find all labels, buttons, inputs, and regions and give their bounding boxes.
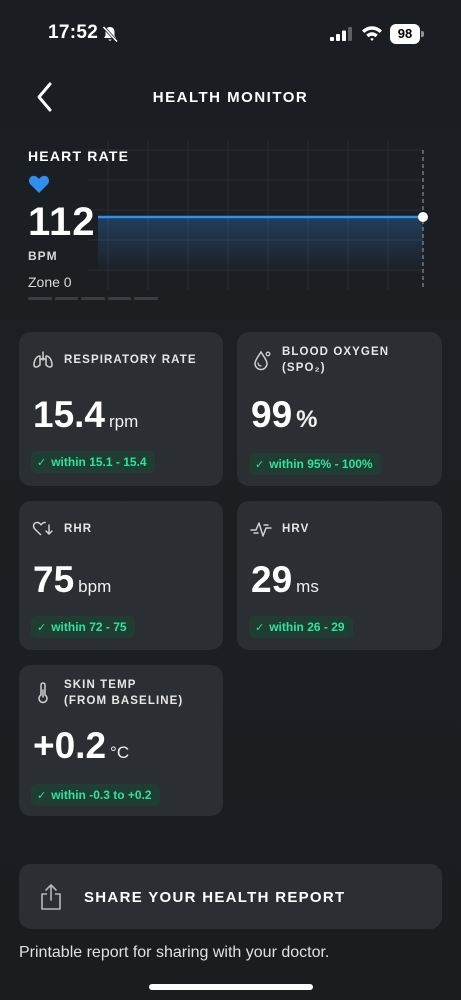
zone-bar xyxy=(107,297,132,300)
zone-bar xyxy=(54,297,79,300)
share-description: Printable report for sharing with your d… xyxy=(19,944,330,961)
zone-bar xyxy=(81,297,105,300)
blood-oxygen-value: 99% xyxy=(251,394,318,436)
hrv-range-text: within 26 - 29 xyxy=(269,620,345,634)
respiratory-rate-value: 15.4 rpm xyxy=(33,394,138,436)
zone-bars xyxy=(28,297,158,300)
hrv-label: HRV xyxy=(282,523,310,535)
back-button[interactable] xyxy=(30,80,60,114)
rhr-number: 75 xyxy=(33,559,75,600)
heart-rate-unit: BPM xyxy=(28,249,58,263)
skin-temp-range: ✓ within -0.3 to +0.2 xyxy=(31,784,160,806)
heart-rate-current-point xyxy=(418,212,428,222)
share-health-report-button[interactable]: SHARE YOUR HEALTH REPORT xyxy=(19,864,442,929)
hrv-card[interactable]: HRV 29 ms ✓ within 26 - 29 xyxy=(237,501,442,650)
battery-icon: 98 xyxy=(390,24,424,44)
hrv-value: 29 ms xyxy=(251,559,319,601)
heart-rate-value: 112 xyxy=(28,200,96,244)
battery-tip xyxy=(421,31,424,37)
skin-temp-value: +0.2 °C xyxy=(33,725,129,767)
blood-oxygen-label: BLOOD OXYGEN (SPO₂) xyxy=(282,344,389,376)
bell-slash-icon xyxy=(102,25,119,43)
heart-rate-graph xyxy=(88,140,428,290)
rhr-label: RHR xyxy=(64,523,93,535)
zone-bar xyxy=(134,297,158,300)
hrv-range: ✓ within 26 - 29 xyxy=(249,616,353,638)
check-icon: ✓ xyxy=(37,790,47,802)
rhr-unit: bpm xyxy=(78,577,112,596)
blood-oxygen-range: ✓ within 95% - 100% xyxy=(249,453,381,475)
heart-icon xyxy=(28,175,50,193)
heart-rate-zone: Zone 0 xyxy=(28,274,72,290)
rhr-range-text: within 72 - 75 xyxy=(51,620,127,634)
signal-icon xyxy=(330,27,352,41)
skin-temp-label-line2: (FROM BASELINE) xyxy=(64,695,184,707)
blood-oxygen-number: 99 xyxy=(251,394,293,435)
skin-temp-unit: °C xyxy=(110,743,130,762)
zone-bar xyxy=(28,297,52,300)
wifi-icon xyxy=(362,26,382,41)
skin-temp-label-line1: SKIN TEMP xyxy=(64,679,137,691)
pulse-icon xyxy=(250,522,272,537)
page-title: HEALTH MONITOR xyxy=(152,89,309,106)
blood-oxygen-label-line2: (SPO₂) xyxy=(282,362,326,374)
battery-level: 98 xyxy=(390,24,420,44)
share-label: SHARE YOUR HEALTH REPORT xyxy=(84,889,346,906)
check-icon: ✓ xyxy=(255,622,265,634)
skin-temp-card[interactable]: SKIN TEMP (FROM BASELINE) +0.2 °C ✓ within … xyxy=(19,665,223,816)
respiratory-rate-card[interactable]: RESPIRATORY RATE 15.4 rpm ✓ within 15.1 - … xyxy=(19,332,223,486)
respiratory-rate-range-text: within 15.1 - 15.4 xyxy=(51,455,147,469)
skin-temp-number: +0.2 xyxy=(33,725,107,766)
check-icon: ✓ xyxy=(37,457,47,469)
check-icon: ✓ xyxy=(37,622,47,634)
rhr-range: ✓ within 72 - 75 xyxy=(31,616,135,638)
blood-oxygen-range-text: within 95% - 100% xyxy=(269,457,373,471)
respiratory-rate-label: RESPIRATORY RATE xyxy=(64,354,197,366)
skin-temp-range-text: within -0.3 to +0.2 xyxy=(51,788,152,802)
status-bar: 17:52 98 xyxy=(0,0,461,70)
respiratory-rate-range: ✓ within 15.1 - 15.4 xyxy=(31,451,155,473)
heart-rate-section[interactable]: HEART RATE 112 BPM Zone 0 xyxy=(28,140,438,305)
share-icon xyxy=(41,884,61,910)
lungs-icon xyxy=(33,351,53,368)
heart-rate-title: HEART RATE xyxy=(28,148,130,164)
home-indicator[interactable] xyxy=(149,984,313,990)
rhr-card[interactable]: RHR 75 bpm ✓ within 72 - 75 xyxy=(19,501,223,650)
heart-down-icon xyxy=(32,521,53,536)
chevron-left-icon xyxy=(37,82,52,112)
skin-temp-label: SKIN TEMP (FROM BASELINE) xyxy=(64,677,183,709)
blood-oxygen-card[interactable]: BLOOD OXYGEN (SPO₂) 99% ✓ within 95% - 100… xyxy=(237,332,442,486)
blood-oxygen-label-line1: BLOOD OXYGEN xyxy=(282,346,390,358)
hrv-unit: ms xyxy=(296,577,319,596)
status-time: 17:52 xyxy=(48,22,99,43)
respiratory-rate-unit: rpm xyxy=(109,412,139,431)
thermometer-icon xyxy=(38,682,48,704)
hrv-number: 29 xyxy=(251,559,293,600)
droplet-icon xyxy=(254,350,271,371)
check-icon: ✓ xyxy=(255,459,265,471)
rhr-value: 75 bpm xyxy=(33,559,111,601)
respiratory-rate-number: 15.4 xyxy=(33,394,106,435)
blood-oxygen-unit: % xyxy=(296,406,318,433)
